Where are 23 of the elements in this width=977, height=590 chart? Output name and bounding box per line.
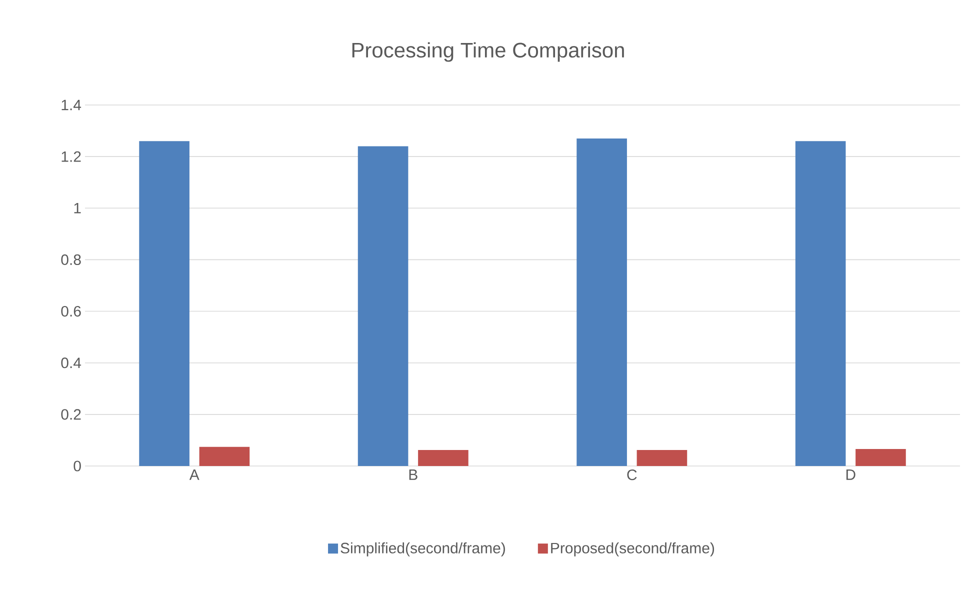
y-tick-label: 1 — [74, 202, 81, 214]
bar — [418, 450, 468, 466]
x-tick-label: A — [189, 470, 200, 480]
bar — [856, 448, 906, 466]
legend-label: Proposed(second/frame) — [551, 542, 714, 556]
y-tick-label: 1.4 — [62, 100, 82, 110]
bar — [795, 141, 846, 466]
legend-label: Simplified(second/frame) — [340, 542, 505, 556]
bar — [636, 450, 688, 466]
bar — [139, 141, 190, 466]
y-tick-label: 0 — [74, 460, 81, 472]
x-tick-label: B — [409, 470, 418, 480]
y-tick-label: 0.6 — [61, 306, 81, 317]
bar — [358, 146, 408, 466]
y-tick-label: 0.4 — [61, 358, 82, 368]
y-tick-label: 1.2 — [62, 151, 81, 162]
bar — [199, 446, 250, 466]
chart-title: Processing Time Comparison — [352, 42, 624, 62]
y-tick-label: 0.8 — [61, 254, 81, 266]
bar — [576, 138, 627, 466]
y-tick-label: 0.2 — [61, 409, 81, 420]
x-tick-label: D — [846, 470, 856, 480]
x-tick-label: C — [627, 470, 637, 480]
